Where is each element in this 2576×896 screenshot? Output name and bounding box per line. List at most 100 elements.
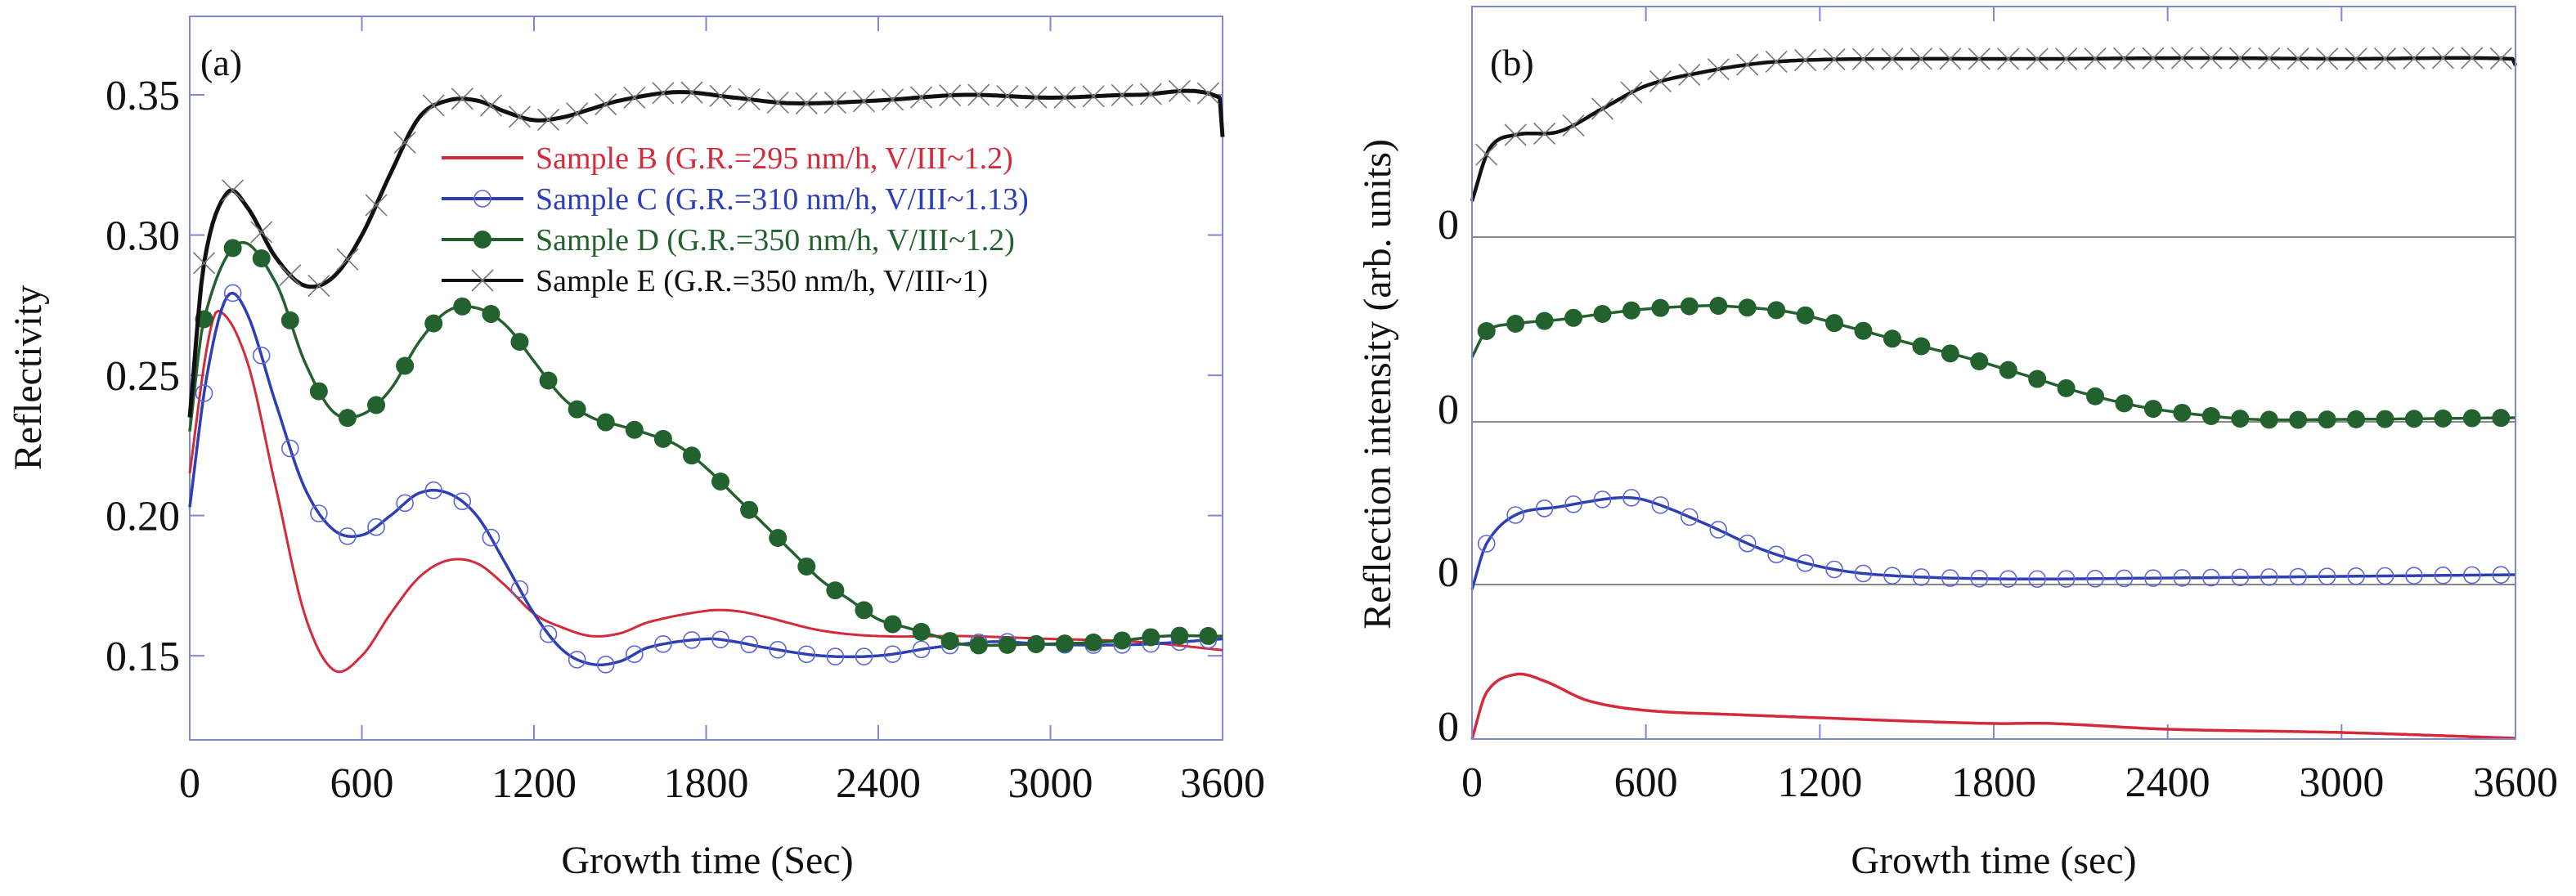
data-point-marker: [740, 500, 759, 519]
data-point-marker: [1796, 306, 1815, 325]
data-point-marker: [2489, 47, 2512, 70]
data-point-marker: [826, 581, 845, 600]
x-tick-label: 0: [1461, 759, 1483, 806]
data-point-marker: [652, 82, 675, 105]
data-point-marker: [192, 252, 216, 275]
data-point-marker: [1854, 321, 1873, 340]
x-tick-label: 0: [179, 760, 200, 807]
data-point-marker: [2028, 370, 2047, 388]
series-sample-b: [1470, 672, 2516, 740]
panel-b-y-axis-label: Reflection intensity (arb. units): [1356, 139, 1399, 629]
data-point-marker: [2376, 410, 2394, 428]
data-point-marker: [453, 492, 472, 511]
series-sample-e: [1470, 47, 2518, 202]
x-tick-label: 1800: [664, 760, 749, 807]
data-point-marker: [453, 297, 472, 316]
data-point-marker: [2462, 409, 2481, 428]
x-tick-label: 1200: [491, 760, 577, 807]
x-tick-label: 2400: [836, 760, 921, 807]
legend-marker: [473, 231, 491, 249]
panel-b: (b) Reflection intensity (arb. units) Gr…: [1356, 6, 2558, 882]
legend-label: Sample C (G.R.=310 nm/h, V/III~1.13): [536, 182, 1029, 217]
data-point-marker: [623, 86, 646, 110]
data-point-marker: [2086, 570, 2104, 588]
data-point-marker: [2115, 569, 2134, 588]
data-point-marker: [769, 640, 788, 659]
data-point-marker: [1477, 535, 1496, 553]
data-point-marker: [482, 305, 500, 324]
data-point-marker: [711, 630, 729, 649]
data-point-marker: [1968, 47, 1990, 70]
data-point-marker: [1767, 545, 1785, 564]
data-point-marker: [280, 311, 299, 329]
data-point-marker: [424, 481, 443, 500]
series-line: [188, 240, 1223, 647]
data-point-marker: [738, 87, 761, 111]
data-point-marker: [1026, 635, 1045, 654]
data-point-marker: [2404, 410, 2423, 428]
data-point-marker: [1999, 570, 2017, 588]
data-point-marker: [422, 94, 445, 117]
data-point-marker: [1620, 81, 1643, 104]
data-point-marker: [653, 429, 672, 448]
x-tick-label: 3600: [1180, 760, 1265, 807]
data-point-marker: [2258, 47, 2281, 70]
data-point-marker: [1591, 97, 1614, 120]
legend-marker: [471, 269, 494, 292]
data-point-marker: [367, 517, 385, 536]
data-point-marker: [1736, 53, 1759, 76]
data-point-marker: [2260, 568, 2278, 586]
data-point-marker: [536, 108, 560, 132]
x-tick-label: 3000: [1008, 760, 1093, 807]
plot-frame: [1471, 6, 2516, 740]
data-point-marker: [1170, 626, 1189, 645]
data-point-marker: [2431, 47, 2454, 69]
x-tick-label: 3600: [2473, 759, 2558, 806]
data-point-marker: [797, 645, 816, 664]
data-point-marker: [1767, 301, 1786, 320]
data-point-marker: [1765, 50, 1788, 73]
data-point-marker: [2318, 567, 2336, 585]
data-point-marker: [1506, 506, 1524, 524]
data-point-marker: [855, 601, 873, 620]
data-point-marker: [1111, 83, 1133, 106]
data-point-marker: [1564, 308, 1583, 327]
data-point-marker: [1056, 634, 1075, 653]
data-point-marker: [1707, 58, 1730, 81]
data-point-marker: [280, 439, 299, 458]
legend-item: Sample B (G.R.=295 nm/h, V/III~1.2): [442, 141, 1013, 176]
data-point-marker: [1854, 564, 1873, 583]
y-tick-label: 0.25: [105, 353, 180, 400]
data-point-marker: [1883, 567, 1901, 585]
x-tick-label: 1800: [1951, 759, 2036, 806]
data-point-marker: [595, 93, 617, 116]
panel-a: (a) Reflectivity Growth time (Sec) 0 600 1…: [7, 16, 1265, 882]
data-point-marker: [2405, 567, 2423, 585]
data-point-marker: [223, 284, 242, 302]
data-point-marker: [2112, 47, 2136, 70]
data-point-marker: [223, 239, 242, 258]
data-point-marker: [1139, 83, 1162, 105]
legend-label: Sample E (G.R.=350 nm/h, V/III~1): [536, 264, 988, 298]
data-point-marker: [508, 105, 532, 128]
data-point-marker: [1564, 495, 1582, 513]
data-point-marker: [2086, 387, 2105, 405]
data-point-marker: [2228, 47, 2251, 69]
series-sample-e: [187, 79, 1225, 418]
data-point-marker: [1970, 352, 1989, 371]
data-point-marker: [2492, 566, 2511, 584]
data-point-marker: [683, 631, 701, 649]
data-point-marker: [996, 84, 1019, 108]
data-point-marker: [1941, 344, 1959, 363]
series-sample-b: [188, 309, 1223, 674]
panel-a-y-axis-label: Reflectivity: [7, 285, 50, 471]
data-point-marker: [2142, 47, 2165, 69]
data-point-marker: [539, 625, 558, 643]
data-point-marker: [2028, 570, 2046, 589]
data-point-marker: [279, 264, 302, 287]
y-tick-label: 0.30: [105, 213, 180, 260]
data-point-marker: [396, 494, 414, 513]
series-line: [188, 291, 1223, 667]
data-point-marker: [1970, 569, 1989, 588]
data-point-marker: [881, 88, 904, 111]
